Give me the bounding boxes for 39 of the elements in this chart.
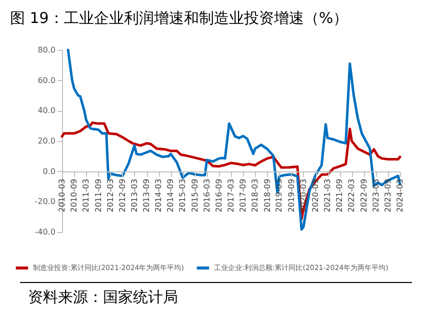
x-tick-label: 2021-03 bbox=[323, 178, 332, 212]
y-tick-label: -40.0 bbox=[34, 228, 56, 236]
x-tick-label: 2011-03 bbox=[82, 178, 91, 212]
x-tick-label: 2021-09 bbox=[335, 178, 344, 212]
chart-title: 图 19：工业企业利润增速和制造业投资增速（%） bbox=[10, 9, 348, 27]
line-series bbox=[66, 48, 402, 231]
x-tick-label: 2023-09 bbox=[383, 178, 392, 212]
text: 资料来源：国家统计局 bbox=[28, 288, 178, 307]
x-tick-label: 2019-03 bbox=[274, 178, 284, 212]
x-tick-label: 2020-09 bbox=[311, 178, 320, 212]
x-tick-label: 2024-03 bbox=[396, 178, 404, 212]
x-tick-label: 2014-09 bbox=[166, 178, 176, 212]
x-tick-label: 2017-09 bbox=[238, 178, 248, 212]
x-tick-label: 2016-03 bbox=[202, 178, 212, 212]
y-tick-label: 80.0 bbox=[38, 46, 56, 54]
x-tick-label: 2013-03 bbox=[130, 178, 139, 212]
y-tick-label: 20.0 bbox=[38, 136, 56, 146]
x-tick-label: 2019-09 bbox=[286, 178, 296, 212]
x-tick-label: 2015-03 bbox=[178, 178, 188, 212]
x-tick-label: 2016-09 bbox=[214, 178, 224, 212]
x-tick-label: 2012-03 bbox=[106, 178, 115, 212]
x-tick-label: 2020-03 bbox=[298, 178, 308, 212]
x-tick-label: 2015-09 bbox=[190, 178, 200, 212]
y-tick-label: 40.0 bbox=[38, 106, 56, 116]
x-tick-label: 2023-03 bbox=[371, 178, 380, 212]
x-tick-label: 2022-03 bbox=[347, 178, 356, 212]
x-tick-label: 2022-09 bbox=[359, 178, 368, 212]
x-tick-label: 2011-09 bbox=[94, 178, 103, 212]
x-tick-label: 2012-09 bbox=[118, 178, 127, 212]
x-tick-label: 2018-09 bbox=[262, 178, 272, 212]
x-tick-label: 2014-03 bbox=[154, 178, 164, 212]
y-tick-label: 0.0 bbox=[42, 166, 56, 176]
y-tick-label: 60.0 bbox=[38, 76, 56, 85]
x-tick-label: 2018-03 bbox=[250, 178, 260, 212]
x-tick-label: 2013-09 bbox=[142, 178, 152, 212]
x-tick-label: 2010-09 bbox=[70, 178, 79, 212]
y-tick-label: -20.0 bbox=[34, 197, 56, 206]
x-tick-label: 2010-03 bbox=[58, 178, 66, 212]
x-tick-label: 2017-03 bbox=[226, 178, 236, 212]
